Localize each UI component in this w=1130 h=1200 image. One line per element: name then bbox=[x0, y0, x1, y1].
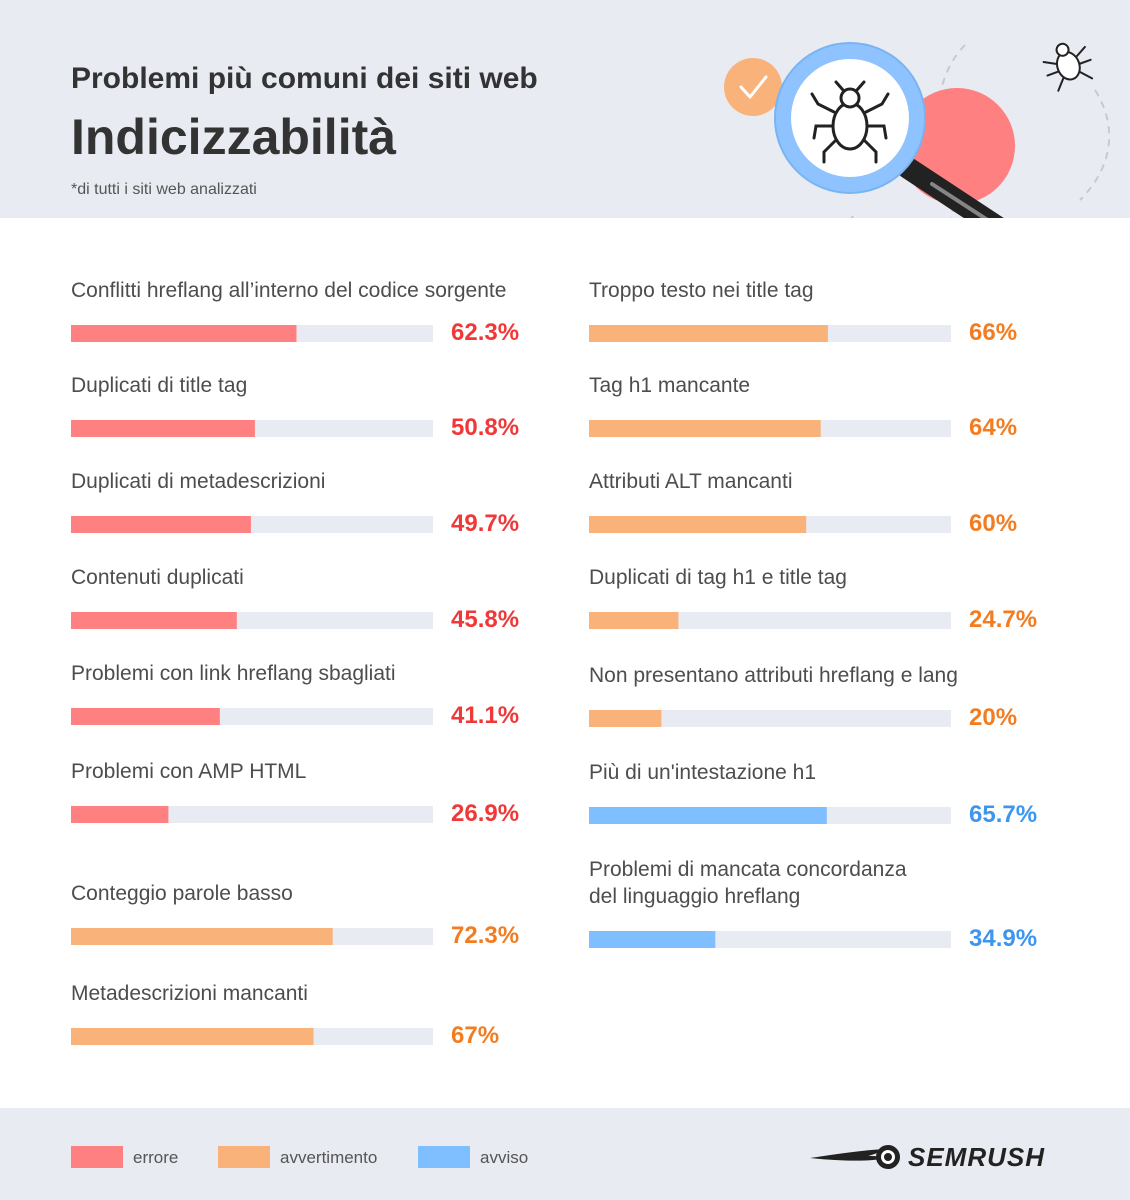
bar-label: Attributi ALT mancanti bbox=[589, 470, 793, 493]
bar-value: 26.9% bbox=[451, 800, 519, 827]
bar-errore bbox=[71, 708, 220, 725]
bar-errore bbox=[71, 516, 251, 533]
bar-errore bbox=[71, 420, 255, 437]
bar-label: Tag h1 mancante bbox=[589, 374, 750, 397]
bar-avvertimento bbox=[589, 325, 828, 342]
bar-label: Duplicati di title tag bbox=[71, 374, 247, 397]
bug-icon bbox=[810, 80, 890, 164]
bar-avvertimento bbox=[71, 928, 333, 945]
bar-value: 60% bbox=[969, 510, 1017, 537]
bar-value: 62.3% bbox=[451, 319, 519, 346]
bar-value: 65.7% bbox=[969, 801, 1037, 828]
bar-value: 45.8% bbox=[451, 606, 519, 633]
legend-label-avviso: avviso bbox=[480, 1148, 529, 1167]
footer: errore avvertimento avviso SEMRUSH bbox=[0, 1108, 1130, 1200]
bar-value: 41.1% bbox=[451, 702, 519, 729]
bug-icon-small bbox=[1042, 42, 1094, 92]
check-icon bbox=[724, 58, 782, 116]
bar-value: 20% bbox=[969, 704, 1017, 731]
bar-track bbox=[589, 612, 951, 629]
bar-label: Più di un'intestazione h1 bbox=[589, 761, 816, 784]
bar-label: Troppo testo nei title tag bbox=[589, 279, 814, 302]
footnote: *di tutti i siti web analizzati bbox=[71, 181, 257, 198]
page-title: Indicizzabilità bbox=[71, 109, 397, 165]
bar-avvertimento bbox=[589, 516, 807, 533]
bar-value: 50.8% bbox=[451, 414, 519, 441]
bar-value: 49.7% bbox=[451, 510, 519, 537]
bar-avvertimento bbox=[71, 1028, 314, 1045]
bar-label: Conteggio parole basso bbox=[71, 882, 293, 905]
bar-errore bbox=[71, 325, 297, 342]
bar-value: 64% bbox=[969, 414, 1017, 441]
bar-errore bbox=[71, 612, 237, 629]
bar-track bbox=[589, 710, 951, 727]
dashed-path-right bbox=[1079, 89, 1111, 201]
legend-swatch-avvertimento bbox=[218, 1146, 270, 1168]
bar-label: Conflitti hreflang all’interno del codic… bbox=[71, 279, 506, 302]
bar-avviso bbox=[589, 931, 716, 948]
bar-label: Problemi con AMP HTML bbox=[71, 760, 306, 783]
bar-label: Metadescrizioni mancanti bbox=[71, 982, 308, 1005]
page-kicker: Problemi più comuni dei siti web bbox=[71, 62, 538, 95]
bar-avvertimento bbox=[589, 612, 679, 629]
legend-label-errore: errore bbox=[133, 1148, 179, 1167]
brand-name: SEMRUSH bbox=[908, 1142, 1046, 1172]
bar-label: Contenuti duplicati bbox=[71, 566, 244, 589]
bar-value: 72.3% bbox=[451, 922, 519, 949]
legend-swatch-avviso bbox=[418, 1146, 470, 1168]
bar-label: Problemi di mancata concordanza del lingu… bbox=[589, 858, 907, 908]
comet-icon bbox=[810, 1145, 900, 1169]
bar-avvertimento bbox=[589, 710, 662, 727]
header: Problemi più comuni dei siti web Indiciz… bbox=[0, 0, 1130, 218]
bar-value: 34.9% bbox=[969, 925, 1037, 952]
bar-chart: Conflitti hreflang all’interno del codic… bbox=[71, 279, 1037, 1049]
bar-avviso bbox=[589, 807, 827, 824]
bar-value: 24.7% bbox=[969, 606, 1037, 633]
bar-label: Non presentano attributi hreflang e lang bbox=[589, 664, 958, 687]
brand-logo: SEMRUSH bbox=[808, 1140, 1048, 1174]
bar-label: Duplicati di metadescrizioni bbox=[71, 470, 325, 493]
legend-label-avvertimento: avvertimento bbox=[280, 1148, 378, 1167]
bar-label: Problemi con link hreflang sbagliati bbox=[71, 662, 396, 685]
illustration bbox=[724, 42, 1111, 218]
bar-errore bbox=[71, 806, 169, 823]
bar-avvertimento bbox=[589, 420, 821, 437]
bar-value: 66% bbox=[969, 319, 1017, 346]
bar-value: 67% bbox=[451, 1022, 499, 1049]
bar-label: Duplicati di tag h1 e title tag bbox=[589, 566, 847, 589]
legend-swatch-errore bbox=[71, 1146, 123, 1168]
